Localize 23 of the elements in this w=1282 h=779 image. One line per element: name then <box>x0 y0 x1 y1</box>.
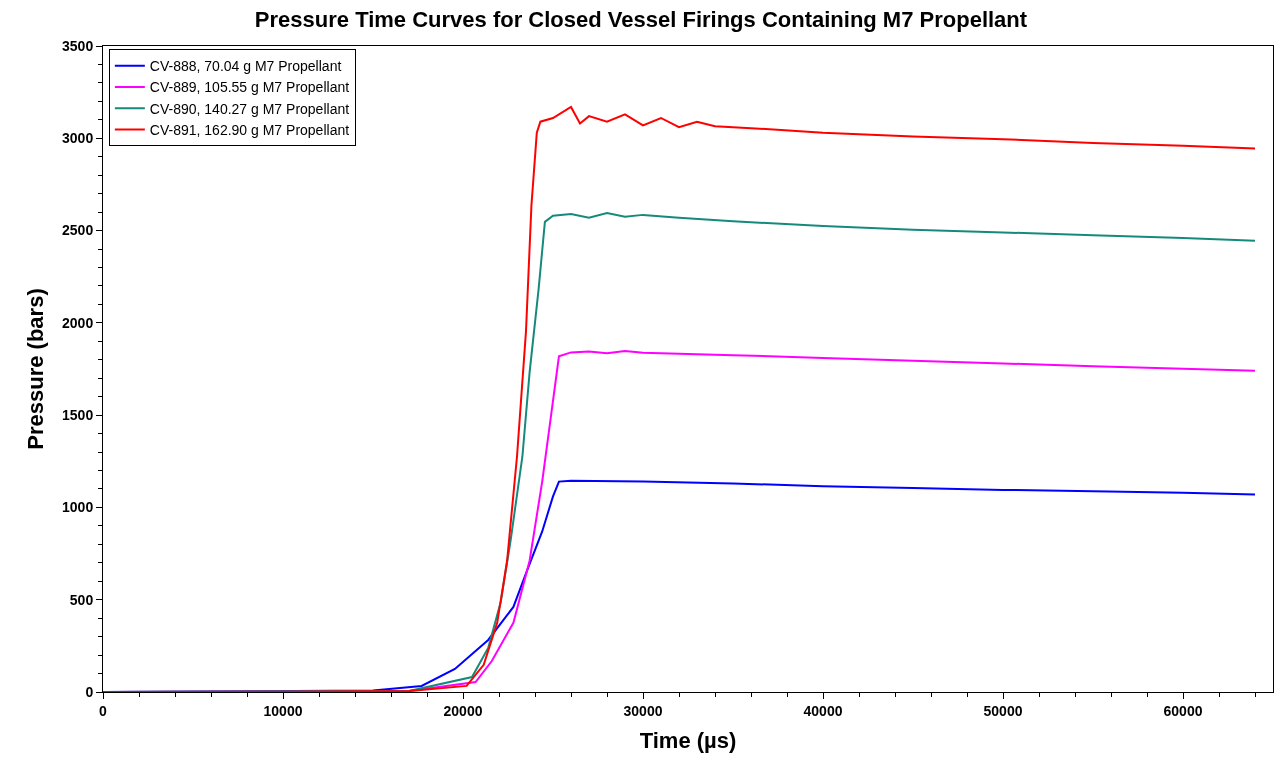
chart-title: Pressure Time Curves for Closed Vessel Firings Containing M7 Propellant <box>254 7 1028 33</box>
x-tick-label: 60000 <box>1163 702 1203 719</box>
legend-label: CV-888, 70.04 g M7 Propellant <box>149 58 342 75</box>
y-tick-label: 2500 <box>62 222 94 239</box>
x-tick-label: 40000 <box>803 702 843 719</box>
y-tick-label: 1000 <box>62 499 94 516</box>
y-tick-label: 0 <box>85 683 94 700</box>
y-tick-label: 3500 <box>62 37 94 54</box>
x-tick-label: 0 <box>99 702 108 719</box>
legend-label: CV-889, 105.55 g M7 Propellant <box>149 79 350 96</box>
x-tick-label: 10000 <box>263 702 303 719</box>
x-tick-label: 50000 <box>983 702 1023 719</box>
y-tick-label: 500 <box>69 591 94 608</box>
y-axis-title: Pressure (bars) <box>22 288 48 450</box>
line-series <box>103 105 1256 692</box>
x-tick-label: 20000 <box>443 702 483 719</box>
x-tick-label: 30000 <box>623 702 663 719</box>
y-tick-label: 2000 <box>62 314 94 331</box>
legend-label: CV-891, 162.90 g M7 Propellant <box>149 121 350 138</box>
y-tick-label: 3000 <box>62 130 94 147</box>
y-tick-label: 1500 <box>62 407 94 424</box>
legend-label: CV-890, 140.27 g M7 Propellant <box>149 100 350 117</box>
x-axis-title: Time (µs) <box>639 727 737 753</box>
